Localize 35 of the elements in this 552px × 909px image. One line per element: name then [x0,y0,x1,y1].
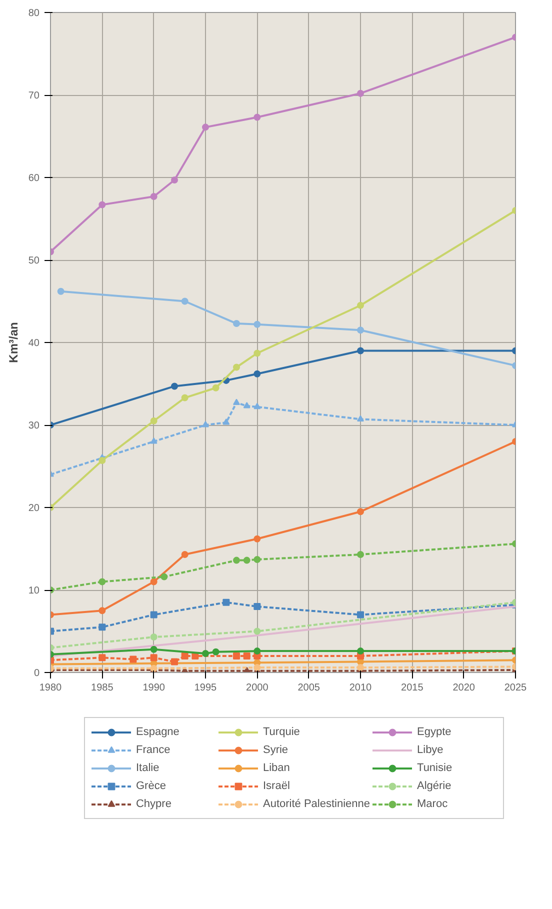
legend-label: Autorité Palestinienne [262,797,370,812]
legend-label: Syrie [262,743,290,758]
legend-label: Libye [417,743,444,758]
y-tick-label: 30 [28,420,40,432]
x-tick-label: 2000 [246,682,269,694]
y-tick-label: 60 [28,173,40,184]
y-tick-label: 50 [28,256,40,266]
x-tick-label: 2020 [452,682,476,694]
x-tick-label: 2015 [401,682,424,694]
x-tick-label: 1995 [194,682,218,694]
legend-label: Espagne [136,725,180,740]
legend-label: Turquie [262,725,301,740]
legend-label: Algérie [417,779,452,794]
x-tick-label: 1990 [142,682,166,694]
x-tick-label: 2005 [298,682,320,694]
legend-label: France [136,743,172,758]
y-tick-label: 0 [34,668,40,679]
legend-label: Grèce [136,779,167,794]
x-tick-label: 1980 [39,682,62,694]
legend-label: Italie [136,761,160,776]
y-tick-label: 20 [28,503,40,514]
y-tick-label: 80 [28,8,40,19]
legend-label: Chypre [136,797,172,812]
x-tick-label: 2010 [349,682,372,694]
legend-label: Israël [262,779,291,794]
y-tick-label: 40 [28,338,40,349]
legend-label: Liban [262,761,291,776]
y-axis-title: Km³/an [6,322,20,363]
legend-label: Tunisie [417,761,454,776]
y-tick-label: 70 [28,90,40,102]
y-tick-label: 10 [28,586,40,596]
legend-label: Maroc [417,797,449,812]
x-tick-label: 2025 [504,682,528,694]
x-tick-label: 1985 [91,682,114,694]
legend-label: Egypte [417,725,452,740]
